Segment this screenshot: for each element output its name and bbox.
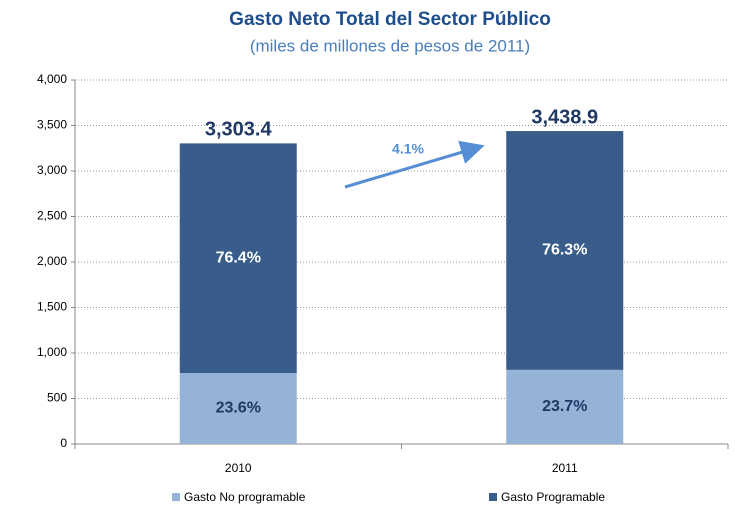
annotation: 4.1% (392, 141, 424, 157)
x-tick-label: 2010 (225, 461, 252, 475)
y-tick-label: 1,000 (37, 345, 67, 359)
y-tick-label: 2,500 (37, 209, 67, 223)
bar-segment (179, 373, 297, 444)
segment-label: 76.3% (542, 242, 587, 259)
bar-segment (179, 143, 297, 374)
legend-label: Gasto Programable (501, 490, 605, 504)
legend-label: Gasto No programable (184, 490, 306, 504)
growth-arrow (344, 140, 485, 189)
y-tick-label: 0 (60, 436, 67, 450)
bar-segment (506, 131, 624, 370)
chart-title: Gasto Neto Total del Sector Público (229, 9, 551, 30)
y-tick-label: 1,500 (37, 300, 67, 314)
legend-swatch (489, 493, 497, 501)
y-tick-label: 3,500 (37, 118, 67, 132)
segment-label: 23.6% (216, 400, 261, 417)
legend-swatch (172, 493, 180, 501)
chart-subtitle: (miles de millones de pesos de 2011) (250, 36, 530, 55)
total-label: 3,438.9 (531, 106, 598, 128)
x-tick-label: 2011 (552, 461, 578, 475)
total-label: 3,303.4 (205, 119, 273, 141)
segment-label: 76.4% (216, 249, 261, 266)
bar-segment (506, 369, 624, 444)
y-tick-label: 3,000 (37, 163, 67, 177)
y-tick-label: 500 (47, 391, 67, 405)
y-tick-label: 4,000 (37, 72, 67, 86)
segment-label: 23.7% (542, 398, 587, 415)
y-tick-label: 2,000 (37, 254, 67, 268)
